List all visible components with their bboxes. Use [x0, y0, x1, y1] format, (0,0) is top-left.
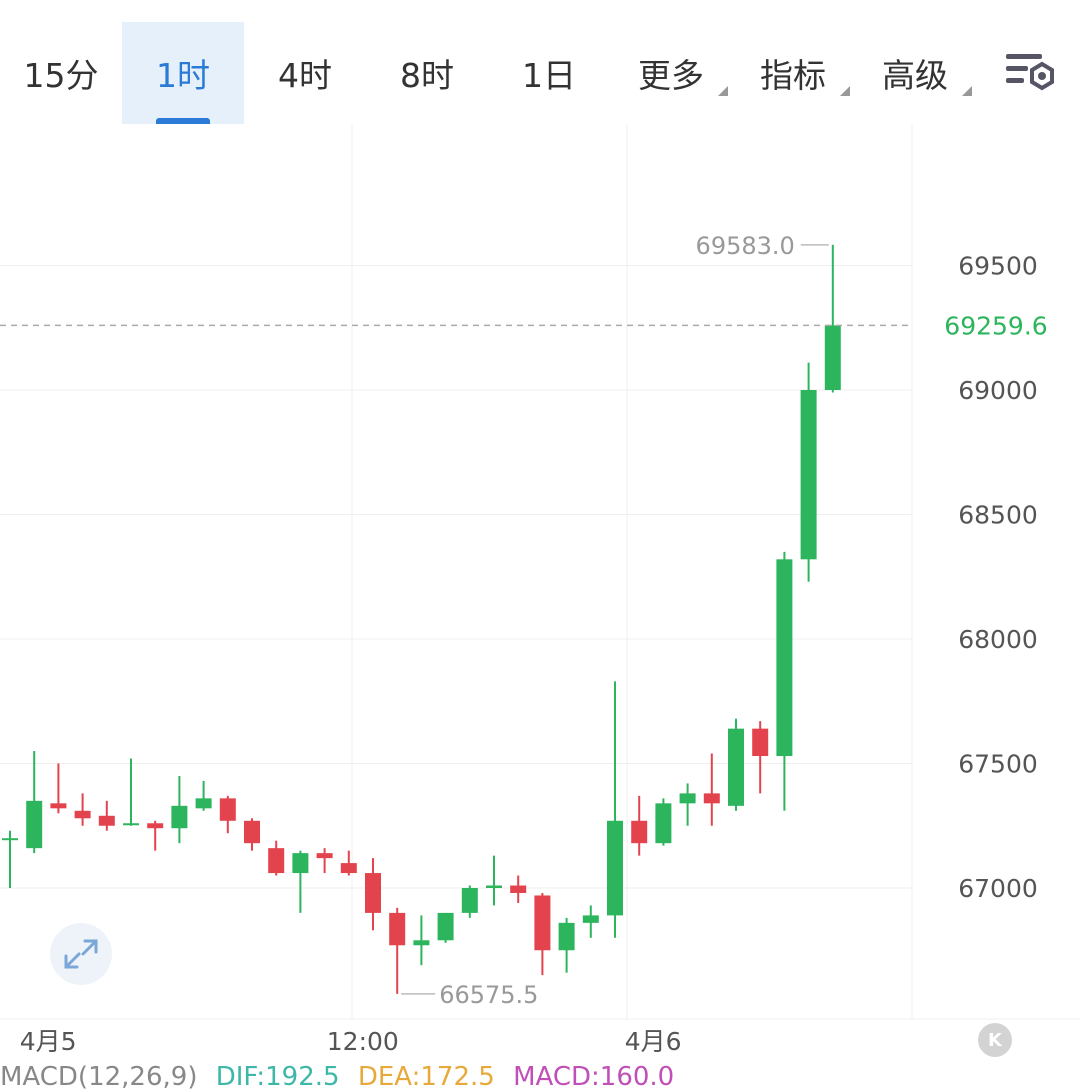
candle-body	[2, 838, 18, 841]
tab-0[interactable]: 15分	[0, 22, 122, 124]
tab-label: 1时	[156, 56, 210, 95]
candle-body	[534, 895, 551, 951]
timeframe-tab-bar: 15分 1时 4时 8时 1日 更多 指标 高级	[0, 0, 1080, 124]
y-tick-label: 68000	[958, 625, 1038, 654]
candle-body	[195, 798, 212, 809]
dropdown-triangle-icon	[962, 86, 972, 96]
candle-body	[50, 803, 67, 809]
dropdown-triangle-icon	[840, 86, 850, 96]
tab-3[interactable]: 8时	[366, 22, 488, 124]
macd-dea: DEA:172.5	[357, 1062, 495, 1092]
candle-body	[461, 888, 478, 913]
tab-5[interactable]: 更多	[610, 22, 732, 124]
candle-body	[171, 805, 188, 829]
expand-arrows-icon[interactable]	[50, 923, 112, 985]
tab-7[interactable]: 高级	[854, 22, 976, 124]
active-tab-indicator	[156, 118, 210, 124]
y-tick-label: 67500	[958, 750, 1038, 779]
y-tick-label: 67000	[958, 874, 1038, 903]
dropdown-triangle-icon	[718, 86, 728, 96]
tab-label: 更多	[638, 56, 704, 95]
y-tick-label: 69500	[958, 252, 1038, 281]
candle-body	[655, 803, 672, 844]
chart-settings-icon[interactable]	[1000, 48, 1060, 98]
x-tick-label: 4月6	[625, 1027, 682, 1056]
tab-label: 1日	[522, 56, 576, 95]
tab-label: 高级	[882, 56, 948, 95]
macd-dif: DIF:192.5	[215, 1062, 340, 1092]
macd-value: MACD:160.0	[513, 1062, 675, 1092]
tab-label: 指标	[760, 56, 826, 95]
current-price-label-bg	[914, 307, 1078, 344]
candlestick-chart[interactable]: 67000 67500 68000 68500 69000 69500 4月5 12:00 4月…	[0, 124, 1080, 1062]
candle-body	[703, 793, 720, 804]
high-price-label: 69583.0	[696, 232, 795, 260]
candle-body	[776, 559, 793, 757]
candle-body	[413, 940, 430, 946]
tab-4[interactable]: 1日	[488, 22, 610, 124]
candle-body	[123, 823, 139, 826]
candle-body	[752, 728, 769, 757]
candle-body	[510, 885, 527, 893]
current-price-label: 69259.6	[944, 311, 1047, 340]
candle-body	[437, 912, 454, 941]
macd-legend: MACD(12,26,9) DIF:192.5 DEA:172.5 MACD:1…	[0, 1062, 684, 1092]
candle-body	[486, 885, 502, 888]
low-price-label: 66575.5	[439, 981, 538, 1009]
x-tick-label: 12:00	[327, 1027, 399, 1056]
candle-body	[728, 728, 744, 806]
candle-body	[147, 823, 164, 829]
y-tick-label: 69000	[958, 376, 1038, 405]
tab-2[interactable]: 4时	[244, 22, 366, 124]
candle-body	[219, 798, 236, 821]
tab-1[interactable]: 1时	[122, 22, 244, 124]
candle-body	[558, 922, 575, 951]
scroll-to-latest-icon[interactable]: K	[978, 1023, 1012, 1057]
candle-body	[389, 912, 406, 946]
candle-body	[800, 390, 817, 560]
x-tick-label: 4月5	[20, 1027, 77, 1056]
candle-body	[292, 853, 309, 874]
candle-body	[98, 815, 115, 826]
macd-label: MACD(12,26,9)	[0, 1062, 198, 1092]
candle-body	[26, 800, 43, 849]
tab-label: 15分	[23, 56, 99, 95]
candle-body	[74, 810, 91, 819]
tab-6[interactable]: 指标	[732, 22, 854, 124]
candle-body	[582, 915, 599, 923]
candle-body	[365, 873, 381, 913]
candle-body	[244, 820, 260, 844]
candle-body	[340, 863, 357, 874]
tab-label: 8时	[400, 56, 454, 95]
candle-body	[607, 820, 623, 916]
y-tick-label: 68500	[958, 501, 1038, 530]
candle-body	[316, 853, 333, 859]
candle-body	[268, 848, 285, 874]
candle-body	[679, 793, 696, 804]
candle-body	[631, 820, 648, 844]
tab-label: 4时	[278, 56, 332, 95]
candle-body	[824, 325, 841, 390]
